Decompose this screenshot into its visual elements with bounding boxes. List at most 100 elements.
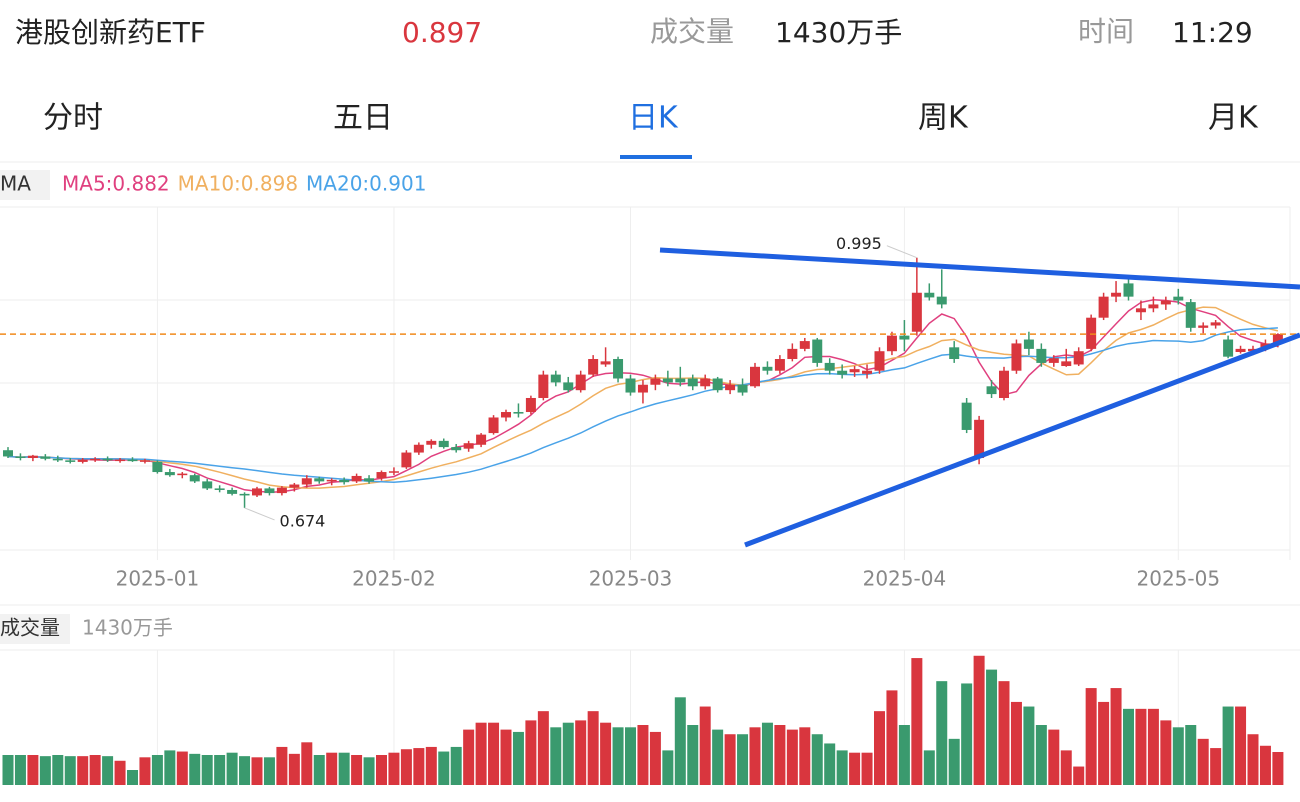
volume-bar bbox=[1123, 708, 1134, 785]
candle-body bbox=[1048, 358, 1059, 363]
candle-body bbox=[687, 378, 698, 387]
ma-line bbox=[7, 327, 1278, 484]
candle-body bbox=[1086, 317, 1097, 349]
volume-bar bbox=[512, 731, 524, 785]
tab[interactable]: 月K bbox=[1208, 101, 1259, 136]
volume-bar bbox=[774, 725, 786, 785]
volume-bar bbox=[363, 757, 375, 785]
candle-body bbox=[650, 378, 661, 385]
candle-body bbox=[77, 459, 88, 462]
volume-bar bbox=[1085, 688, 1097, 785]
candle-body bbox=[550, 374, 561, 383]
candle-body bbox=[189, 475, 200, 482]
volume-bar bbox=[263, 757, 275, 785]
high-label: 0.995 bbox=[836, 234, 882, 253]
candle-body bbox=[501, 412, 511, 418]
volume-bar bbox=[973, 655, 985, 785]
candle-body bbox=[1036, 348, 1047, 363]
candle-body bbox=[1272, 334, 1283, 344]
tab[interactable]: 周K bbox=[918, 101, 969, 136]
volume-bar bbox=[998, 681, 1010, 785]
volume-legend: 1430万手 bbox=[82, 616, 173, 640]
candle-body bbox=[1223, 339, 1234, 357]
x-tick-label: 2025-05 bbox=[1137, 567, 1221, 591]
volume-bar bbox=[127, 770, 138, 785]
candle-body bbox=[762, 366, 773, 371]
volume-bar bbox=[799, 727, 811, 785]
ma-box bbox=[0, 170, 50, 200]
volume-bar bbox=[1048, 729, 1060, 785]
volume-bar bbox=[425, 746, 437, 785]
candle-body bbox=[924, 292, 935, 298]
time-label: 时间 bbox=[1078, 15, 1134, 48]
volume-bar bbox=[400, 749, 412, 785]
candle-body bbox=[600, 361, 611, 365]
volume-bar bbox=[861, 752, 873, 785]
candle-body bbox=[575, 374, 586, 391]
volume-bar bbox=[687, 725, 699, 785]
volume-bar bbox=[27, 755, 39, 785]
volume-bar bbox=[1247, 734, 1259, 785]
volume-bar bbox=[1222, 706, 1234, 785]
candle-body bbox=[700, 378, 711, 387]
volume-bar bbox=[351, 755, 363, 785]
candle-body bbox=[787, 348, 798, 360]
candle-body bbox=[364, 478, 375, 482]
volume-bar bbox=[139, 757, 151, 785]
tab[interactable]: 五日 bbox=[333, 101, 393, 136]
candle-body bbox=[961, 402, 972, 430]
candle-body bbox=[276, 487, 287, 494]
volume-bar bbox=[1023, 706, 1035, 785]
candle-body bbox=[314, 478, 325, 482]
annotation-leader bbox=[886, 245, 918, 259]
volume-bar bbox=[2, 755, 14, 785]
volume-bar bbox=[1160, 720, 1172, 785]
candle-body bbox=[513, 412, 524, 414]
volume-bar bbox=[438, 751, 450, 785]
candle-body bbox=[538, 374, 549, 398]
candle-body bbox=[1011, 343, 1022, 371]
candle-body bbox=[488, 417, 499, 434]
candle-body bbox=[1198, 325, 1209, 328]
volume-bar bbox=[587, 711, 599, 785]
price: 0.897 bbox=[402, 16, 482, 49]
tab[interactable]: 分时 bbox=[43, 101, 103, 136]
candle-body bbox=[90, 458, 101, 461]
volume-bar bbox=[1272, 752, 1284, 785]
candle-body bbox=[588, 359, 599, 375]
fund-title: 港股创新药ETF bbox=[15, 16, 206, 49]
volume-bar bbox=[276, 746, 288, 785]
candle-body bbox=[525, 397, 536, 413]
volume-bar bbox=[102, 756, 114, 785]
candle-body bbox=[799, 341, 810, 349]
candle-body bbox=[1023, 339, 1034, 349]
tab[interactable]: 日K bbox=[628, 101, 679, 136]
volume-bar bbox=[214, 755, 226, 785]
candle-body bbox=[1123, 283, 1134, 297]
volume-bar bbox=[413, 748, 425, 785]
volume-bar bbox=[1197, 738, 1209, 785]
candle-body bbox=[1135, 308, 1146, 313]
volume-bar bbox=[301, 742, 313, 785]
candle-body bbox=[662, 378, 673, 383]
candle-body bbox=[351, 475, 362, 482]
volume-bar bbox=[164, 750, 176, 785]
time-value: 11:29 bbox=[1172, 16, 1253, 49]
volume-bar bbox=[1235, 706, 1247, 785]
volume-bar bbox=[811, 734, 823, 785]
volume-bar bbox=[737, 734, 749, 785]
tab-bar: 分时 五日 日K 周K 月K bbox=[43, 101, 1259, 159]
candle-body bbox=[849, 369, 860, 373]
candle-body bbox=[1173, 296, 1184, 301]
volume-bar bbox=[189, 753, 201, 785]
candle-body bbox=[102, 458, 113, 461]
candle-body bbox=[712, 378, 723, 391]
candle-body bbox=[974, 419, 985, 459]
volume-bar bbox=[39, 756, 51, 785]
volume-bar bbox=[612, 727, 624, 785]
volume-bar bbox=[749, 727, 761, 785]
volume-title: 成交量 bbox=[0, 616, 60, 640]
plot: 2025-01 2025-02 2025-03 2025-04 2025-05 0.995… bbox=[0, 207, 1300, 785]
candle-body bbox=[675, 378, 686, 383]
volume-bar bbox=[562, 722, 574, 785]
